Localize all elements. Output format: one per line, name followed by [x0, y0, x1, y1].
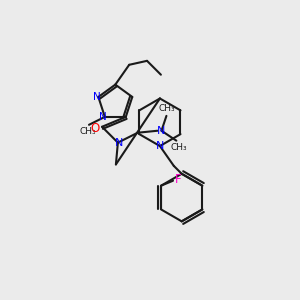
Text: N: N — [157, 126, 166, 136]
Text: CH₃: CH₃ — [170, 143, 187, 152]
Text: N: N — [99, 112, 107, 122]
Text: O: O — [91, 122, 100, 135]
Text: N: N — [115, 138, 123, 148]
Text: CH₃: CH₃ — [80, 127, 96, 136]
Text: CH₃: CH₃ — [158, 104, 175, 113]
Text: F: F — [175, 173, 181, 186]
Text: N: N — [92, 92, 100, 102]
Text: N: N — [156, 141, 164, 151]
